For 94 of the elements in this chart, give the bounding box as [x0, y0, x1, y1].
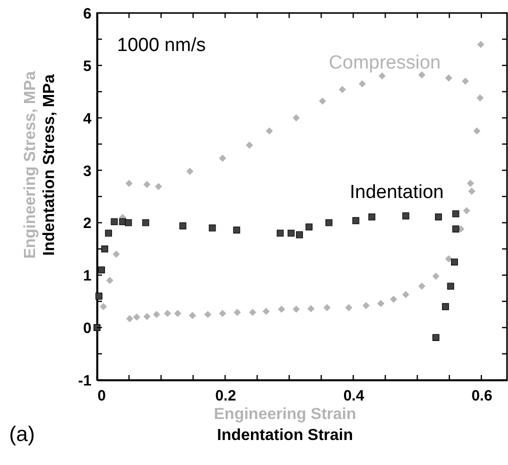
point — [153, 311, 160, 318]
point — [249, 308, 256, 316]
point — [447, 282, 454, 290]
point — [246, 142, 253, 149]
x-tick-label: 0.6 — [471, 388, 492, 404]
point — [358, 80, 366, 88]
point — [402, 291, 410, 298]
y-tick-label: 2 — [83, 215, 92, 232]
y-tick-label: 1 — [83, 268, 92, 285]
point — [186, 168, 194, 175]
y-tick-label: 5 — [83, 58, 92, 75]
point — [262, 308, 270, 315]
point — [338, 86, 346, 94]
point — [477, 40, 484, 48]
point — [219, 310, 226, 317]
point — [325, 219, 332, 226]
text: Indentation Strain — [217, 427, 353, 444]
point — [345, 304, 352, 312]
point — [467, 180, 474, 187]
point — [378, 72, 386, 80]
point — [306, 223, 313, 230]
point — [278, 306, 285, 313]
point — [112, 250, 120, 258]
point — [126, 180, 132, 187]
point — [292, 114, 300, 122]
point — [463, 207, 470, 214]
point — [95, 292, 102, 300]
point — [106, 276, 114, 284]
point — [292, 306, 300, 313]
text: Indentation Stress, MPa — [41, 74, 58, 256]
point — [288, 230, 295, 237]
point — [451, 258, 458, 266]
point — [179, 222, 186, 230]
point — [324, 304, 330, 312]
point — [266, 128, 273, 134]
point — [234, 308, 241, 316]
annotation: 1000 nm/s — [117, 35, 206, 56]
point — [98, 266, 105, 274]
point — [126, 315, 134, 322]
point — [276, 230, 284, 237]
point — [100, 303, 107, 310]
y-tick-label: 4 — [83, 110, 92, 128]
point — [362, 302, 370, 310]
point — [445, 255, 452, 262]
point — [142, 219, 150, 226]
point — [402, 212, 410, 220]
point — [445, 74, 452, 82]
point — [124, 219, 132, 226]
x-tick-label: 0 — [98, 388, 106, 404]
point — [208, 224, 216, 232]
point — [468, 188, 476, 195]
point — [105, 230, 112, 237]
point — [296, 231, 303, 238]
point — [174, 310, 182, 317]
point — [390, 296, 398, 303]
point — [188, 312, 196, 319]
point — [319, 98, 326, 105]
point — [476, 94, 484, 102]
text: Engineering Stress, MPa — [22, 71, 39, 259]
point — [219, 154, 226, 162]
x-tick-label: 0.4 — [343, 388, 365, 404]
point — [473, 128, 480, 134]
point — [233, 226, 240, 234]
point — [204, 311, 212, 318]
point — [432, 334, 440, 341]
point — [119, 218, 126, 226]
point — [144, 180, 150, 188]
text: (a) — [9, 423, 35, 446]
text: Engineering Strain — [214, 406, 356, 423]
point — [434, 213, 442, 220]
y-tick-label: 0 — [83, 320, 92, 338]
series-label: Indentation — [350, 182, 444, 203]
point — [155, 183, 162, 190]
y-tick-label: -1 — [78, 372, 92, 390]
y-tick-label: 3 — [83, 162, 92, 180]
y-tick-label: 6 — [83, 6, 92, 22]
point — [164, 310, 171, 317]
point — [452, 226, 460, 232]
point — [452, 210, 460, 218]
point — [432, 272, 440, 280]
point — [368, 213, 376, 220]
point — [377, 300, 384, 307]
point — [133, 314, 140, 321]
point — [308, 305, 314, 312]
point — [418, 282, 426, 290]
point — [462, 78, 469, 85]
x-tick-label: 0.2 — [215, 388, 236, 404]
point — [442, 303, 449, 310]
point — [110, 218, 118, 226]
point — [94, 324, 100, 332]
series-label: Compression — [328, 52, 441, 74]
point — [352, 217, 360, 224]
point — [101, 245, 108, 252]
point — [144, 313, 150, 320]
